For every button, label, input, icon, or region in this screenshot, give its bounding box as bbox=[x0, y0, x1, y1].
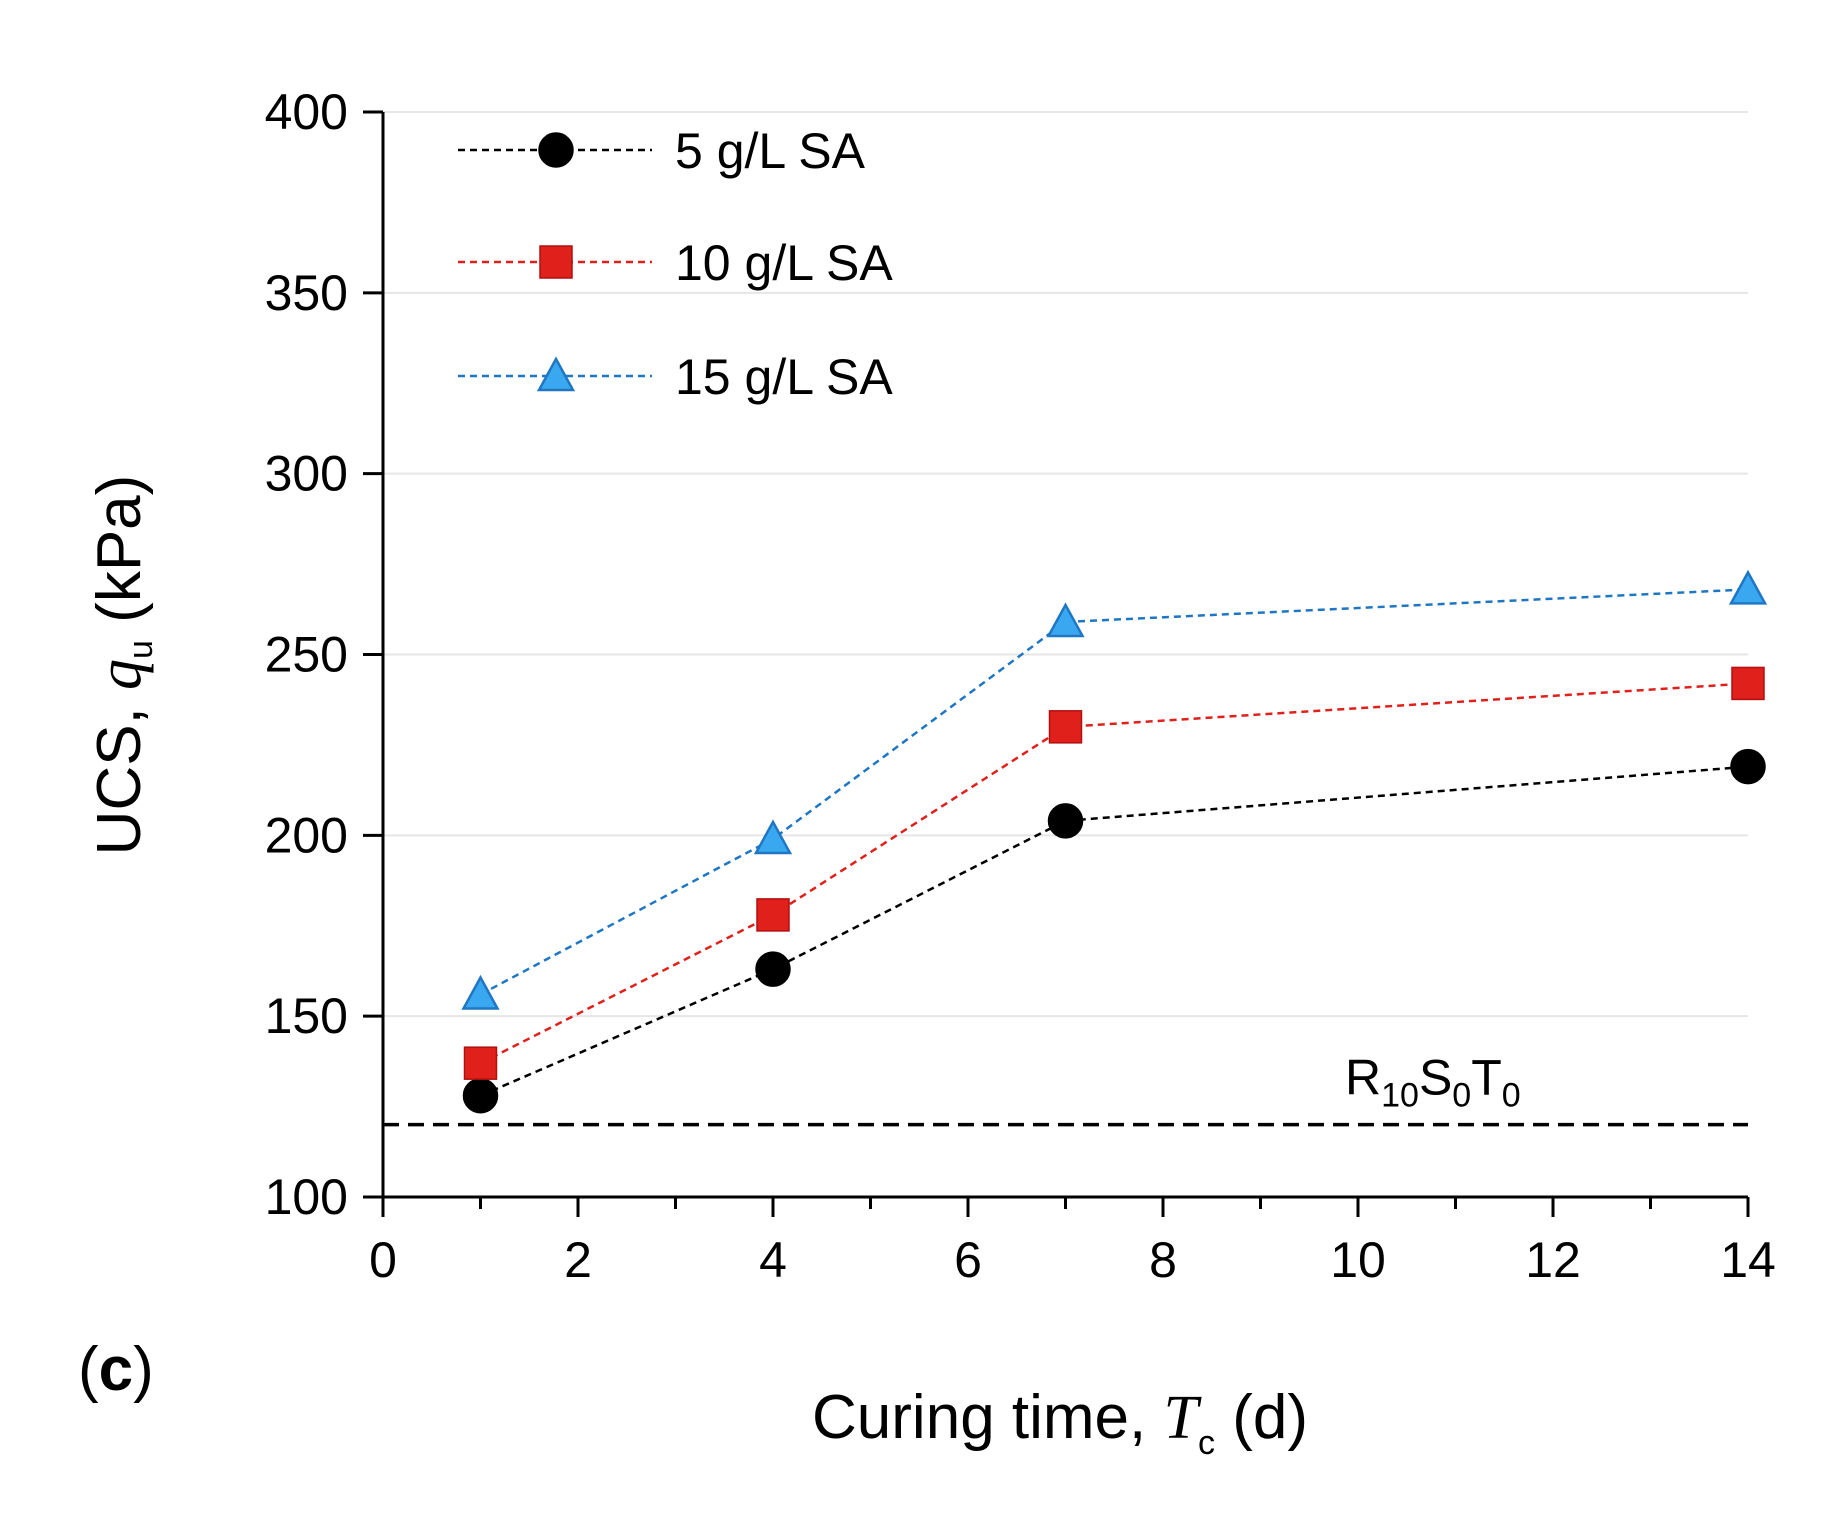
series-2 bbox=[463, 666, 1765, 1080]
panel-label: (c) bbox=[78, 1335, 154, 1404]
data-point bbox=[756, 898, 790, 932]
x-axis-title: Curing time, Tc (d) bbox=[812, 1383, 1308, 1462]
reference-label-main: T bbox=[1471, 1050, 1502, 1106]
series-1 bbox=[462, 748, 1766, 1114]
y-axis-title: UCS, qu (kPa) bbox=[85, 475, 160, 856]
y-tick-label: 100 bbox=[265, 1169, 348, 1225]
series-3 bbox=[461, 569, 1768, 1010]
data-point bbox=[462, 1077, 499, 1114]
reference-label-main: S bbox=[1419, 1050, 1452, 1106]
data-point bbox=[1048, 710, 1083, 744]
data-point bbox=[461, 974, 500, 1010]
data-point bbox=[1731, 666, 1765, 701]
legend-label: 10 g/L SA bbox=[675, 235, 893, 291]
reference-label-main: R bbox=[1345, 1050, 1381, 1106]
reference-line-label: R10S0T0 bbox=[1345, 1050, 1521, 1115]
data-point bbox=[1730, 748, 1766, 785]
series-line bbox=[479, 682, 1749, 1065]
legend-entry: 10 g/L SA bbox=[458, 235, 893, 291]
x-tick-label: 6 bbox=[954, 1232, 982, 1288]
y-tick-label: 400 bbox=[265, 84, 348, 140]
data-point bbox=[463, 1046, 498, 1080]
y-tick-label: 250 bbox=[265, 627, 348, 683]
data-point bbox=[755, 951, 791, 987]
x-tick-label: 4 bbox=[759, 1232, 787, 1288]
reference-line-group: R10S0T0 bbox=[383, 1050, 1748, 1127]
data-point bbox=[1728, 569, 1768, 605]
gridlines bbox=[383, 111, 1748, 1018]
x-tick-label: 8 bbox=[1149, 1232, 1177, 1288]
x-tick-label: 12 bbox=[1525, 1232, 1581, 1288]
x-tick-label: 14 bbox=[1720, 1232, 1776, 1288]
legend-marker bbox=[539, 245, 573, 279]
legend-entry: 15 g/L SA bbox=[458, 349, 893, 405]
series-line bbox=[480, 765, 1749, 1097]
reference-label-subscript: 10 bbox=[1381, 1077, 1419, 1115]
y-tick-label: 200 bbox=[265, 807, 348, 863]
legend-label: 15 g/L SA bbox=[675, 349, 893, 405]
series-line bbox=[479, 588, 1749, 996]
y-tick-label: 350 bbox=[265, 265, 348, 321]
data-point bbox=[753, 819, 793, 855]
legend-marker bbox=[538, 132, 574, 168]
legend: 5 g/L SA 10 g/L SA 15 g/L SA bbox=[458, 123, 893, 405]
data-point bbox=[1047, 803, 1084, 839]
data-point bbox=[1046, 602, 1085, 638]
series-group bbox=[461, 569, 1768, 1114]
x-tick-label: 0 bbox=[369, 1232, 397, 1288]
reference-label-subscript: 0 bbox=[1452, 1077, 1471, 1115]
x-tick-label: 10 bbox=[1330, 1232, 1386, 1288]
legend-marker bbox=[536, 356, 576, 392]
y-tick-label: 300 bbox=[265, 446, 348, 502]
legend-label: 5 g/L SA bbox=[675, 123, 866, 179]
y-tick-label: 150 bbox=[265, 988, 348, 1044]
reference-label-subscript: 0 bbox=[1502, 1077, 1521, 1115]
x-tick-label: 2 bbox=[564, 1232, 592, 1288]
legend-entry: 5 g/L SA bbox=[458, 123, 866, 179]
